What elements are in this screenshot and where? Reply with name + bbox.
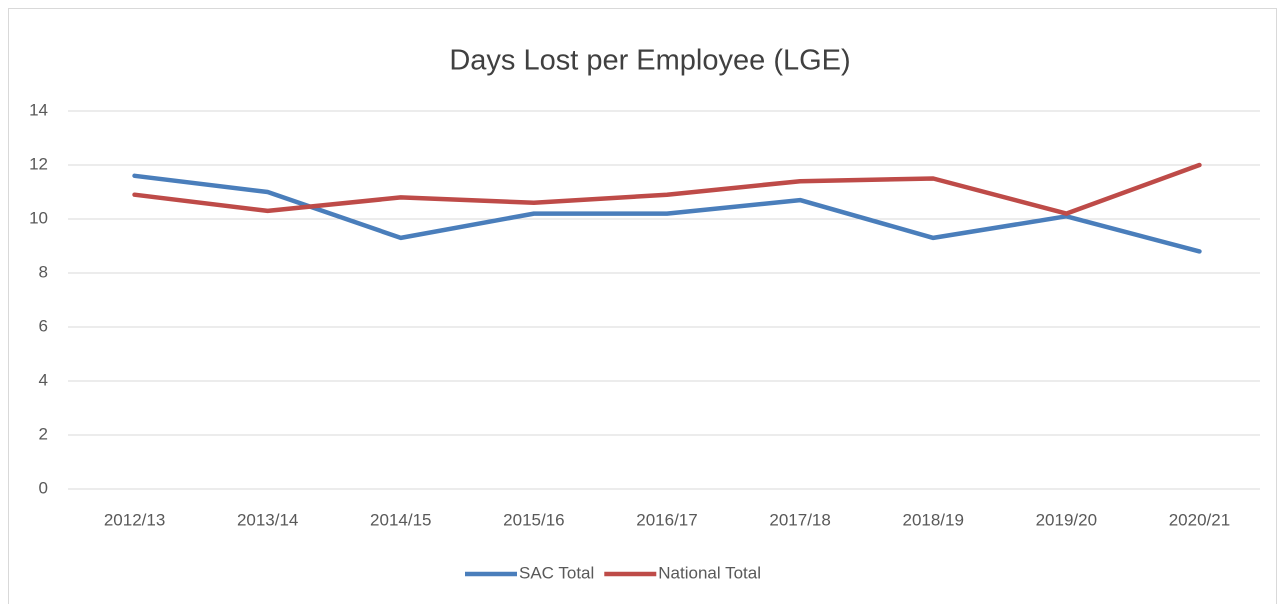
x-tick-label: 2017/18 xyxy=(769,510,830,529)
y-tick-label: 12 xyxy=(29,154,48,173)
chart-title: Days Lost per Employee (LGE) xyxy=(449,45,850,77)
series-line xyxy=(132,162,1202,216)
x-tick-label: 2016/17 xyxy=(636,510,697,529)
y-tick-label: 0 xyxy=(39,478,48,497)
legend-label: SAC Total xyxy=(519,563,594,582)
x-tick-label: 2012/13 xyxy=(104,510,165,529)
chart-border xyxy=(8,8,1277,604)
y-tick-label: 6 xyxy=(39,316,48,335)
x-tick-label: 2013/14 xyxy=(237,510,298,529)
x-tick-label: 2014/15 xyxy=(370,510,431,529)
y-tick-label: 8 xyxy=(39,262,48,281)
y-tick-label: 2 xyxy=(39,424,48,443)
x-tick-label: 2020/21 xyxy=(1169,510,1230,529)
y-tick-label: 4 xyxy=(39,370,48,389)
x-tick-label: 2018/19 xyxy=(902,510,963,529)
x-tick-label: 2019/20 xyxy=(1036,510,1097,529)
series-line xyxy=(132,173,1202,254)
y-tick-label: 10 xyxy=(29,208,48,227)
y-tick-label: 14 xyxy=(29,100,48,119)
x-tick-label: 2015/16 xyxy=(503,510,564,529)
legend-label: National Total xyxy=(658,563,761,582)
